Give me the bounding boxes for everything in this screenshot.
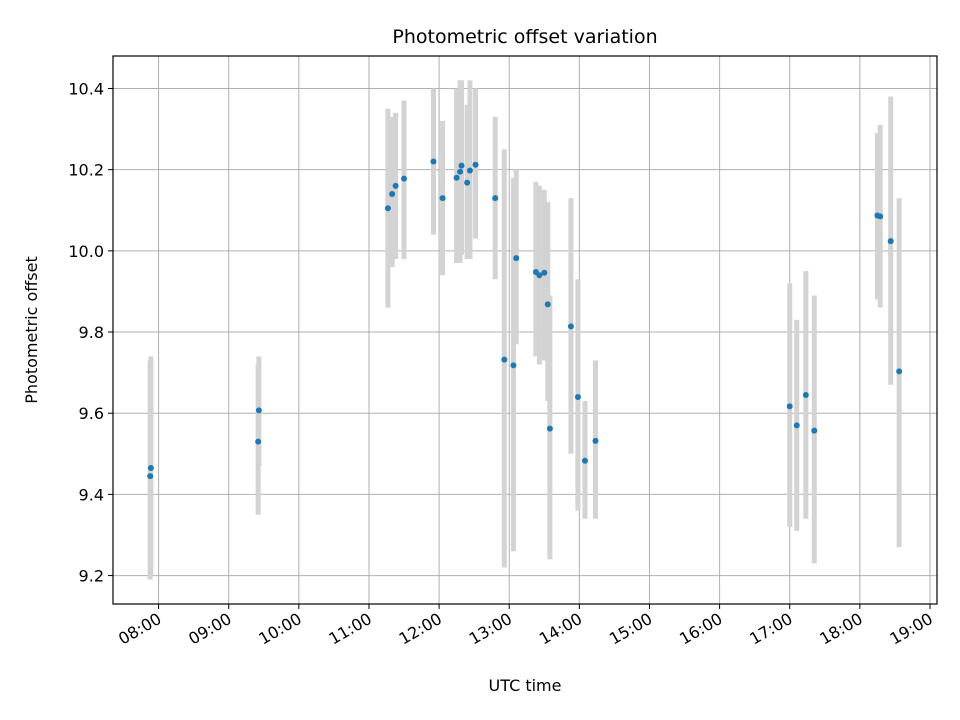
data-point [255, 407, 262, 414]
data-point [546, 425, 553, 432]
data-point [384, 205, 391, 212]
data-point [513, 255, 520, 262]
y-tick-label: 9.2 [79, 567, 104, 586]
data-point [877, 213, 884, 220]
y-axis-label: Photometric offset [22, 256, 41, 404]
data-point [492, 195, 499, 202]
data-point [536, 272, 543, 279]
data-point [541, 269, 548, 276]
data-point [439, 195, 446, 202]
data-point [802, 391, 809, 398]
data-point [457, 168, 464, 175]
data-point [501, 356, 508, 363]
data-point [453, 174, 460, 181]
plot-frame [112, 55, 938, 605]
data-point [430, 158, 437, 165]
data-point [793, 422, 800, 429]
data-point [458, 162, 465, 169]
y-tick-label: 10.4 [68, 79, 104, 98]
y-axis-ticks: 9.2 9.4 9.6 9.8 10.0 10.2 10.4 [68, 79, 113, 586]
data-point [896, 368, 903, 375]
data-point [786, 403, 793, 410]
data-point [147, 473, 154, 480]
y-tick-label: 9.4 [79, 485, 104, 504]
data-point [464, 179, 471, 186]
data-point [389, 191, 396, 198]
data-point [544, 301, 551, 308]
y-tick-label: 9.6 [79, 404, 104, 423]
data-point [466, 167, 473, 174]
data-point [255, 438, 262, 445]
data-point [510, 362, 517, 369]
data-point [887, 238, 894, 245]
chart-title: Photometric offset variation [392, 26, 657, 48]
data-point [592, 437, 599, 444]
data-point [811, 427, 818, 434]
data-point [392, 182, 399, 189]
data-point [472, 161, 479, 168]
y-tick-label: 10.2 [68, 161, 104, 180]
x-axis-label: UTC time [489, 676, 562, 695]
data-point [581, 457, 588, 464]
data-point [401, 175, 408, 182]
y-tick-label: 10.0 [68, 242, 104, 261]
data-point [574, 393, 581, 400]
y-tick-label: 9.8 [79, 323, 104, 342]
data-points [147, 158, 903, 480]
data-point [147, 465, 154, 472]
data-point [567, 323, 574, 330]
